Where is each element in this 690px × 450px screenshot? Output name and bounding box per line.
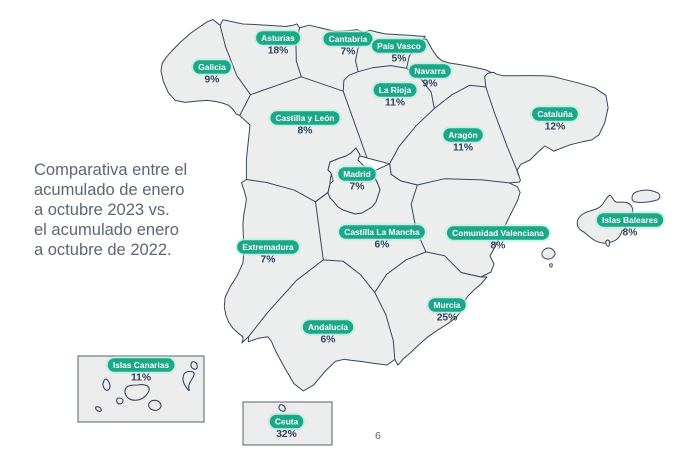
svg-text:Islas Canarias: Islas Canarias [113, 360, 170, 370]
svg-text:Cantabria: Cantabria [329, 34, 368, 44]
svg-text:6%: 6% [375, 240, 390, 251]
svg-text:Cataluña: Cataluña [537, 109, 573, 119]
svg-text:12%: 12% [545, 122, 566, 133]
svg-text:Asturias: Asturias [261, 33, 295, 43]
svg-text:Andalucía: Andalucía [308, 322, 348, 332]
svg-text:11%: 11% [453, 143, 473, 154]
svg-text:Comunidad Valenciana: Comunidad Valenciana [452, 228, 544, 238]
svg-text:8%: 8% [491, 241, 506, 252]
svg-text:25%: 25% [437, 313, 458, 324]
svg-text:Castilla y León: Castilla y León [275, 113, 334, 123]
svg-text:País Vasco: País Vasco [377, 41, 421, 51]
svg-text:Ceuta: Ceuta [275, 417, 299, 427]
svg-text:Murcia: Murcia [434, 300, 461, 310]
svg-text:8%: 8% [623, 228, 638, 239]
svg-text:11%: 11% [385, 98, 405, 109]
svg-text:32%: 32% [276, 429, 297, 440]
svg-text:9%: 9% [205, 75, 220, 86]
svg-text:7%: 7% [261, 255, 276, 266]
svg-text:11%: 11% [131, 373, 151, 384]
svg-text:6%: 6% [321, 335, 336, 346]
svg-text:7%: 7% [350, 182, 365, 193]
svg-text:7%: 7% [341, 47, 356, 58]
svg-text:18%: 18% [268, 46, 289, 57]
svg-text:Castilla La Mancha: Castilla La Mancha [344, 227, 420, 237]
svg-text:Galicia: Galicia [198, 62, 226, 72]
svg-text:Madrid: Madrid [343, 169, 370, 179]
svg-text:8%: 8% [298, 126, 313, 137]
svg-text:Islas Baleares: Islas Baleares [602, 215, 658, 225]
svg-text:La Rioja: La Rioja [379, 85, 412, 95]
svg-text:5%: 5% [392, 54, 407, 65]
svg-text:Navarra: Navarra [414, 66, 446, 76]
svg-text:Extremadura: Extremadura [242, 242, 294, 252]
svg-text:9%: 9% [423, 79, 438, 90]
svg-text:Aragón: Aragón [448, 130, 477, 140]
